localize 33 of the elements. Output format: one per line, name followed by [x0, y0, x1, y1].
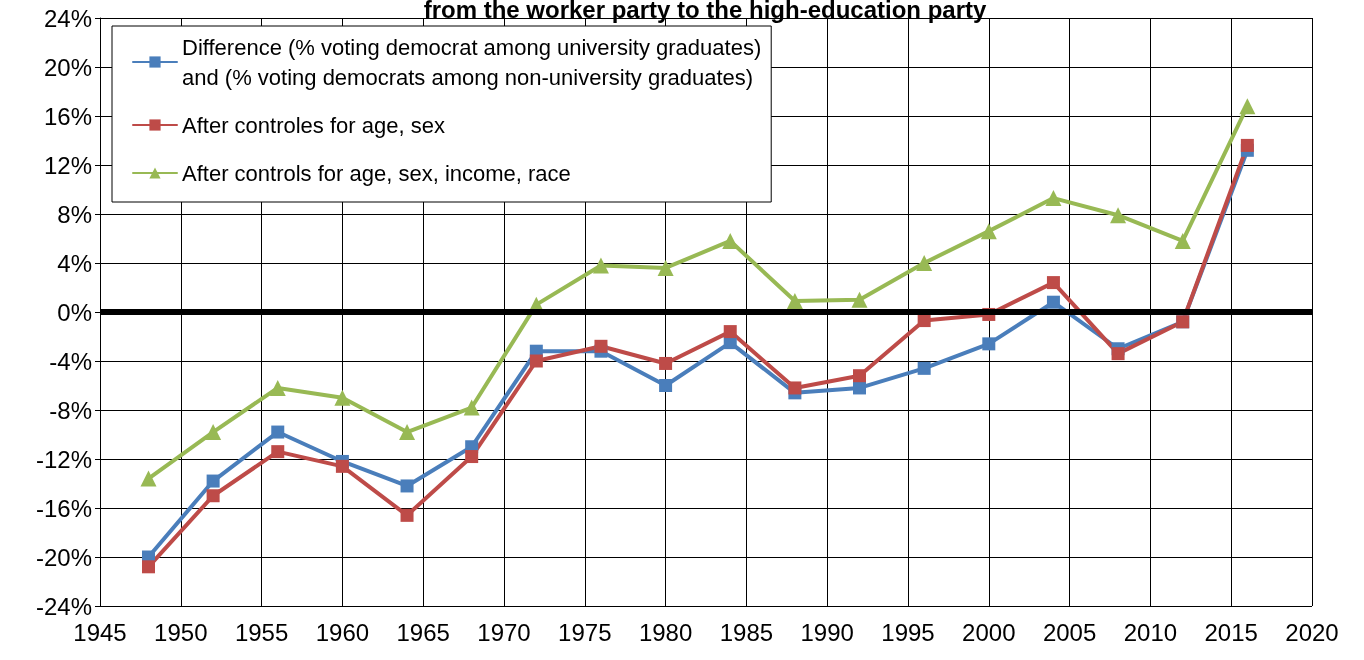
x-tick-label: 2005 — [1042, 618, 1097, 646]
x-tick-label: 1985 — [719, 618, 774, 646]
x-tick-label: 1970 — [477, 618, 531, 646]
y-tick-label: -8% — [49, 396, 92, 424]
x-tick-label: 1990 — [800, 618, 854, 646]
x-tick-label: 1950 — [154, 618, 208, 646]
x-tick-label: 2000 — [962, 618, 1016, 646]
y-tick-label: -20% — [35, 543, 92, 571]
x-tick-label: 1955 — [234, 618, 289, 646]
x-tick-label: 1975 — [558, 618, 612, 646]
y-tick-label: 0% — [57, 298, 92, 326]
chart-title: from the worker party to the high-education party — [423, 0, 988, 23]
legend-label: After controls for age, sex, income, race — [182, 160, 571, 186]
legend-label: Difference (% voting democrat among university graduates) and (% voting democrats among non-university graduates) — [182, 34, 762, 90]
y-tick-label: 8% — [57, 200, 92, 228]
y-tick-label: -12% — [35, 445, 92, 473]
x-tick-label: 2015 — [1204, 618, 1258, 646]
y-tick-label: -24% — [35, 592, 92, 620]
legend-label: After controles for age, sex — [182, 112, 445, 138]
y-tick-label: -16% — [35, 494, 92, 522]
y-tick-label: 4% — [57, 249, 92, 277]
x-tick-label: 2010 — [1123, 618, 1178, 646]
y-tick-label: 24% — [43, 4, 92, 32]
x-tick-label: 1980 — [638, 618, 693, 646]
x-tick-label: 1960 — [315, 618, 370, 646]
x-tick-label: 1965 — [396, 618, 450, 646]
x-tick-label: 2020 — [1285, 618, 1339, 646]
x-tick-label: 1945 — [73, 618, 127, 646]
y-tick-label: -4% — [49, 347, 92, 375]
y-tick-label: 12% — [43, 151, 92, 179]
x-tick-label: 1995 — [881, 618, 935, 646]
y-tick-label: 16% — [43, 102, 92, 130]
y-tick-label: 20% — [43, 53, 92, 81]
